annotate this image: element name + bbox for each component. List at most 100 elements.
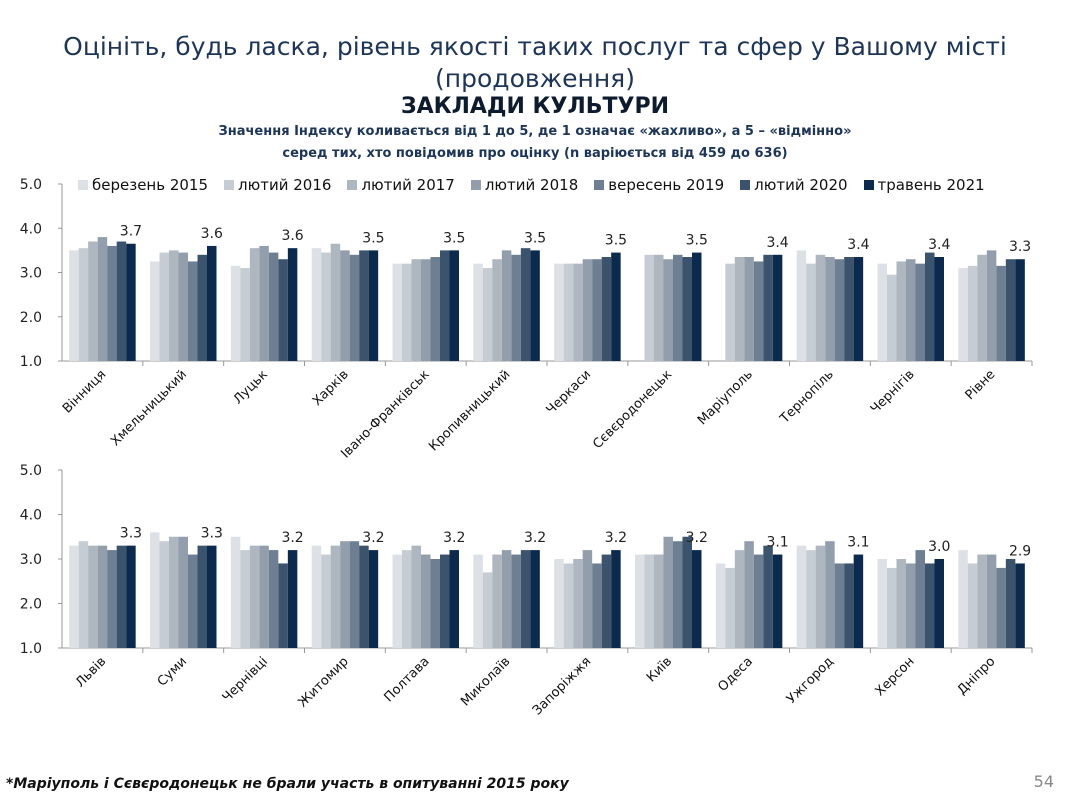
data-label: 3.0 bbox=[928, 539, 950, 555]
data-label: 3.2 bbox=[443, 530, 465, 546]
bar bbox=[240, 550, 250, 648]
data-label: 3.3 bbox=[120, 526, 142, 542]
bar bbox=[744, 257, 754, 361]
bar bbox=[592, 563, 602, 648]
bar bbox=[207, 545, 217, 648]
bar bbox=[796, 545, 807, 648]
category-label: Дніпро bbox=[955, 654, 999, 698]
bar bbox=[69, 250, 79, 361]
bar bbox=[411, 259, 421, 361]
bar bbox=[825, 541, 835, 648]
legend-label: лютий 2018 bbox=[484, 176, 579, 194]
category-label: Хмельницький bbox=[108, 367, 190, 449]
bar bbox=[763, 545, 773, 648]
category-label: Одеса bbox=[715, 654, 756, 695]
legend-item: лютий 2016 bbox=[224, 176, 331, 194]
data-label: 3.2 bbox=[362, 530, 384, 546]
bar bbox=[501, 550, 512, 648]
bar bbox=[896, 559, 906, 648]
bar bbox=[977, 554, 987, 648]
category-label: Кропивницький bbox=[426, 367, 513, 454]
bar bbox=[207, 245, 217, 361]
bar bbox=[340, 250, 350, 361]
bar bbox=[392, 554, 402, 648]
bar bbox=[654, 554, 664, 648]
bar bbox=[440, 554, 450, 648]
category-label: Ужгород bbox=[784, 654, 837, 707]
y-tick-label: 1.0 bbox=[20, 354, 42, 370]
category-label: Рівне bbox=[963, 367, 999, 403]
y-tick-label: 5.0 bbox=[20, 177, 42, 193]
category-label: Полтава bbox=[382, 654, 433, 705]
legend-swatch bbox=[224, 180, 235, 190]
bar bbox=[592, 259, 602, 361]
section-title: ЗАКЛАДИ КУЛЬТУРИ bbox=[400, 94, 670, 119]
category-label: Івано-Франківськ bbox=[338, 367, 432, 461]
bar bbox=[744, 541, 754, 648]
bar bbox=[69, 545, 79, 648]
bar bbox=[230, 265, 241, 361]
bar bbox=[492, 259, 502, 361]
bar bbox=[402, 550, 412, 648]
bar bbox=[249, 248, 260, 361]
bar bbox=[772, 554, 783, 648]
bar bbox=[958, 550, 968, 648]
bar bbox=[554, 559, 564, 648]
bar bbox=[473, 554, 483, 648]
bar bbox=[1005, 259, 1016, 361]
bar bbox=[188, 554, 198, 648]
bar bbox=[663, 536, 673, 648]
category-label: Херсон bbox=[872, 654, 917, 699]
category-label: Чернігів bbox=[868, 367, 918, 417]
bar bbox=[392, 263, 402, 361]
data-label: 3.6 bbox=[201, 226, 223, 242]
bar bbox=[573, 263, 583, 361]
bar bbox=[126, 545, 136, 648]
legend-swatch bbox=[470, 180, 481, 190]
bar bbox=[934, 559, 944, 648]
bar bbox=[159, 252, 169, 361]
bar bbox=[107, 550, 117, 648]
bar bbox=[844, 563, 854, 648]
bar bbox=[663, 259, 673, 361]
bar bbox=[796, 250, 807, 361]
bar bbox=[330, 545, 341, 648]
bar bbox=[986, 250, 997, 361]
bar bbox=[197, 254, 207, 361]
legend-label: лютий 2016 bbox=[238, 176, 332, 194]
bar bbox=[321, 554, 331, 648]
bar bbox=[278, 563, 288, 648]
legend-swatch bbox=[863, 180, 874, 190]
bar bbox=[240, 268, 250, 361]
bar bbox=[753, 554, 764, 648]
bar bbox=[611, 550, 621, 648]
bar bbox=[673, 254, 683, 361]
category-label: Миколаїв bbox=[458, 654, 513, 709]
y-tick-label: 4.0 bbox=[20, 221, 42, 237]
data-label: 3.4 bbox=[766, 235, 788, 251]
bar bbox=[107, 245, 117, 361]
data-label: 3.1 bbox=[847, 535, 869, 551]
bar bbox=[853, 554, 864, 648]
bar bbox=[169, 536, 179, 648]
bar bbox=[825, 257, 835, 361]
bar bbox=[159, 541, 169, 648]
data-label: 3.2 bbox=[281, 530, 303, 546]
legend-label: лютий 2017 bbox=[361, 176, 455, 194]
bar bbox=[178, 536, 188, 648]
bar bbox=[321, 252, 331, 361]
category-label: Маріуполь bbox=[695, 367, 756, 428]
bar bbox=[368, 550, 379, 648]
legend-label: вересень 2019 bbox=[608, 176, 725, 194]
legend-item: вересень 2019 bbox=[594, 176, 724, 194]
bar bbox=[530, 550, 540, 648]
bar bbox=[169, 250, 179, 361]
category-label: Тернопіль bbox=[777, 367, 837, 427]
category-label: Сєвєродонецьк bbox=[590, 367, 675, 452]
subtitle-line-2: серед тих, хто повідомив про оцінку (n в… bbox=[282, 146, 788, 161]
bar bbox=[78, 541, 89, 648]
bar bbox=[834, 259, 845, 361]
bar bbox=[430, 257, 440, 361]
category-label: Вінниця bbox=[60, 367, 109, 416]
bar bbox=[1005, 559, 1016, 648]
